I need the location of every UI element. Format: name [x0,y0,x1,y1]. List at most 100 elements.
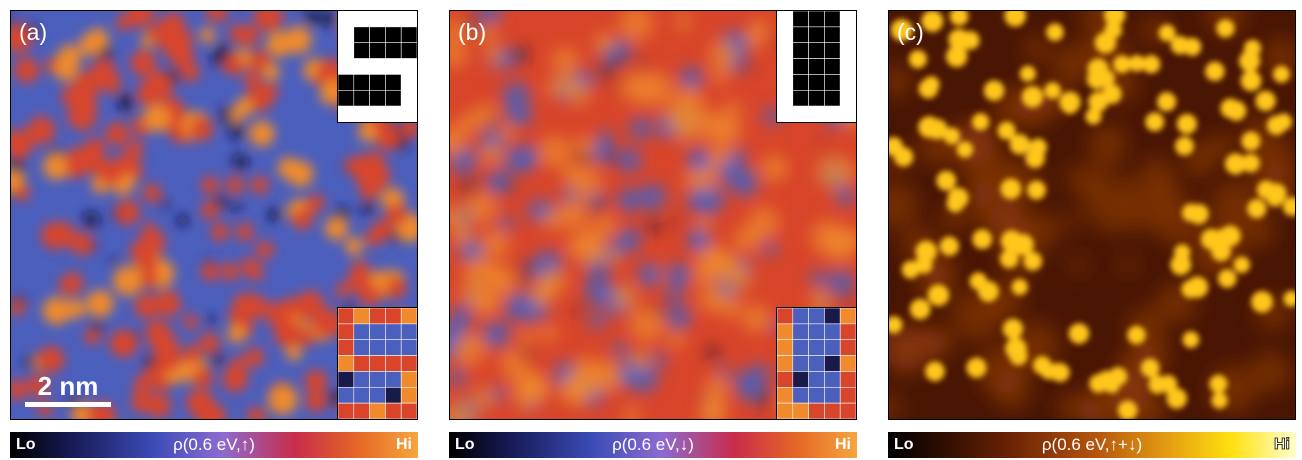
bright-adatom [1266,183,1287,204]
mask-cell [839,105,856,122]
density-blob [518,328,536,346]
measured-cell [824,323,841,341]
pattern-channel [687,228,710,251]
density-blob [498,124,515,141]
measured-cell [385,339,402,356]
mask-cell [808,26,825,44]
bright-adatom [1209,374,1228,394]
density-blob [354,169,370,185]
measured-cell [338,308,355,325]
density-blob [708,39,738,69]
dark-hole [82,211,100,229]
measured-cell [808,308,825,325]
density-blob [231,356,247,373]
density-blob [623,406,641,419]
density-blob [109,329,138,358]
bright-adatom [925,361,945,382]
measured-cell [824,402,841,419]
dark-hole [304,11,321,25]
mask-cell [338,26,355,44]
density-blob [66,299,86,319]
measured-cell [400,339,417,356]
mask-cell [777,74,794,91]
blue-channel [491,386,506,401]
dark-hole [11,15,16,24]
panel-c: (c) [888,10,1296,420]
density-blob [142,183,162,203]
density-blob [619,11,654,41]
glow-patch [1057,394,1084,419]
bright-adatom [927,119,948,140]
dark-hole [514,47,528,61]
density-blob [297,329,315,347]
density-blob [592,213,617,238]
bright-adatom [1000,178,1022,200]
blue-channel [680,67,703,89]
density-blob [37,346,65,373]
mask-cell [400,42,417,59]
density-blob [153,344,182,372]
measured-cell [369,402,386,419]
glow-patch [1088,124,1128,164]
dark-hole [211,352,224,366]
mask-cell [385,74,402,91]
bright-adatom [901,260,920,279]
measured-cell [385,308,402,325]
mask-cell [369,11,386,28]
density-blob [345,237,364,256]
density-blob [629,307,665,342]
colorbar-hi-label: Hi [1274,436,1291,454]
ring-feature [1122,215,1143,235]
dark-hole [706,347,718,359]
dark-hole [822,141,829,148]
bright-adatom [894,147,914,167]
blue-channel [505,108,522,125]
scale-bar: 2 nm [25,372,111,407]
measured-cell [385,355,402,372]
bright-adatom [1009,346,1028,366]
blue-channel [734,369,767,401]
mask-cell [385,105,402,122]
pattern-blob [235,222,254,241]
pattern-blob [250,176,269,195]
density-blob [485,46,504,65]
measured-cell [338,323,355,341]
bright-adatom [1004,11,1027,27]
bright-adatom [943,127,961,145]
bright-adatom [1241,153,1261,173]
bright-adatom [1176,113,1198,135]
measured-cell [824,308,841,325]
density-blob [222,54,244,76]
density-blob [246,406,266,419]
mask-cell [385,42,402,59]
dark-hole [462,181,477,195]
colorbar-lo-label: Lo [16,436,36,453]
density-blob [760,154,788,182]
density-blob [538,135,571,168]
density-blob [115,199,140,224]
bright-adatom [997,121,1016,140]
density-blob [266,31,293,57]
density-blob [243,294,268,319]
colorbar-title: ρ(0.6 eV,↑+↓) [1041,435,1143,454]
density-blob [697,110,731,143]
bright-adatom [1021,86,1044,108]
mask-cell [839,42,856,59]
density-blob [182,344,202,364]
bright-adatom [1283,290,1295,307]
measured-cell [792,371,809,388]
bright-adatom [1241,131,1261,151]
glow-patch [1250,351,1291,393]
blue-channel [666,286,683,303]
density-blob [684,163,717,196]
bright-adatom [1142,55,1161,74]
measured-cell [385,371,402,388]
dark-hole [210,51,225,67]
bright-adatom [1025,148,1045,168]
ring-feature [1117,254,1138,275]
density-blob [138,254,159,275]
mask-cell [839,74,856,91]
mask-cell [353,74,370,91]
density-blob [285,344,302,361]
glow-patch [889,182,919,229]
